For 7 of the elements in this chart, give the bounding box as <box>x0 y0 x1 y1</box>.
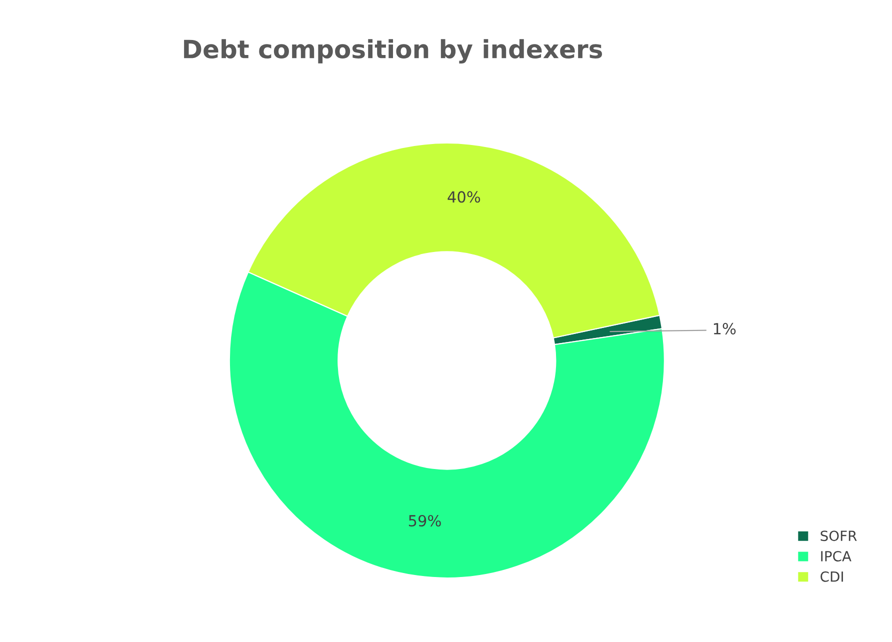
legend-label: IPCA <box>821 550 852 562</box>
data-label: 1% <box>714 322 736 334</box>
data-label: 59% <box>408 514 441 527</box>
chart-title: Debt composition by indexers <box>184 39 602 64</box>
legend-label: CDI <box>820 571 843 582</box>
data-label: 40% <box>448 191 480 203</box>
legend-label: SOFR <box>820 530 857 542</box>
